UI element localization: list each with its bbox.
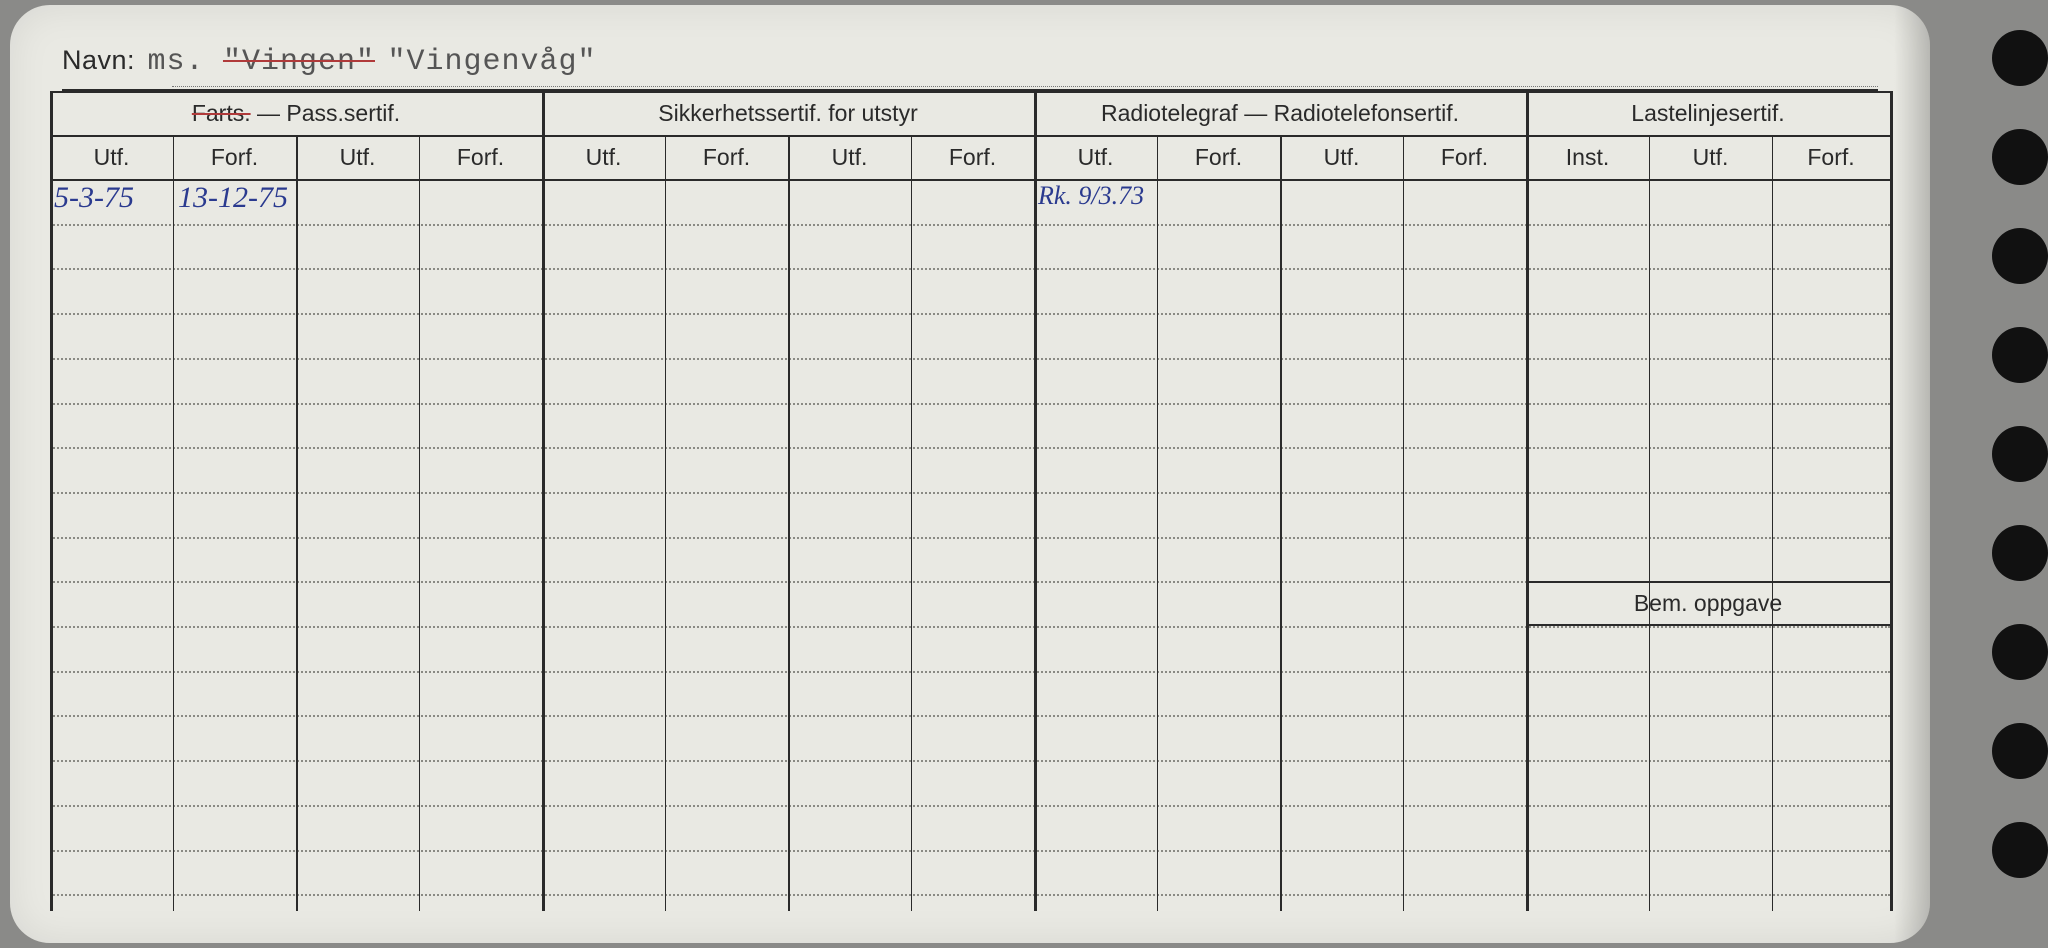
group-header-pass-rest: — Pass.sertif. bbox=[251, 100, 401, 126]
subhead: Utf. bbox=[1034, 135, 1157, 179]
grid-body-row bbox=[50, 850, 1890, 852]
name-row: Navn: ms. "Vingen" "Vingenvåg" bbox=[62, 45, 1878, 91]
name-prefix: ms. bbox=[148, 45, 205, 79]
binder-hole bbox=[1992, 822, 2048, 878]
grid-vline bbox=[542, 91, 545, 911]
entry-pass-utf: 5-3-75 bbox=[54, 181, 134, 215]
binder-hole bbox=[1992, 327, 2048, 383]
grid-body-row bbox=[50, 447, 1890, 449]
subhead: Utf. bbox=[1649, 135, 1772, 179]
group-header-pass: Farts. — Pass.sertif. bbox=[50, 91, 542, 135]
grid-vline bbox=[665, 135, 666, 911]
sub-header-row: Utf. Forf. Utf. Forf. Utf. Forf. Utf. Fo… bbox=[50, 135, 1890, 179]
page-right-shadow bbox=[1894, 5, 1930, 943]
binder-hole bbox=[1992, 228, 2048, 284]
grid-vline bbox=[1280, 135, 1282, 911]
grid-vline bbox=[50, 91, 53, 911]
subhead: Forf. bbox=[665, 135, 788, 179]
binder-holes bbox=[1960, 0, 2048, 948]
subhead: Forf. bbox=[419, 135, 542, 179]
subhead: Utf. bbox=[1280, 135, 1403, 179]
binder-hole bbox=[1992, 723, 2048, 779]
binder-hole bbox=[1992, 525, 2048, 581]
subhead: Forf. bbox=[173, 135, 296, 179]
grid-vline bbox=[1890, 91, 1893, 911]
grid-vline bbox=[911, 135, 912, 911]
grid-body-row bbox=[50, 403, 1890, 405]
grid-body-row bbox=[50, 268, 1890, 270]
grid-vline bbox=[1526, 91, 1529, 911]
binder-hole bbox=[1992, 426, 2048, 482]
ledger-grid: Farts. — Pass.sertif. Sikkerhetssertif. … bbox=[50, 91, 1890, 911]
name-struck: "Vingen" bbox=[223, 45, 375, 79]
grid-body-row bbox=[50, 626, 1890, 628]
grid-body-row bbox=[50, 537, 1890, 539]
entry-pass-forf: 13-12-75 bbox=[178, 181, 288, 215]
grid-vline bbox=[419, 135, 420, 911]
group-header-pass-struck: Farts. bbox=[192, 100, 251, 126]
subhead: Utf. bbox=[788, 135, 911, 179]
subhead: Forf. bbox=[1403, 135, 1526, 179]
grid-body-row bbox=[50, 313, 1890, 315]
grid-body-row bbox=[50, 715, 1890, 717]
group-header-row: Farts. — Pass.sertif. Sikkerhetssertif. … bbox=[50, 91, 1890, 135]
group-header-radio: Radiotelegraf — Radiotelefonsertif. bbox=[1034, 91, 1526, 135]
grid-body-row bbox=[50, 492, 1890, 494]
grid-body-row bbox=[50, 805, 1890, 807]
subhead: Utf. bbox=[542, 135, 665, 179]
bem-oppgave-label: Bem. oppgave bbox=[1526, 581, 1890, 626]
subhead: Utf. bbox=[296, 135, 419, 179]
grid-body-row bbox=[50, 224, 1890, 226]
grid-vline bbox=[1772, 135, 1773, 911]
grid-body-row bbox=[50, 358, 1890, 360]
grid-vline bbox=[296, 135, 298, 911]
binder-hole bbox=[1992, 30, 2048, 86]
subhead: Utf. bbox=[50, 135, 173, 179]
subhead: Inst. bbox=[1526, 135, 1649, 179]
name-dotted-underline bbox=[172, 86, 1878, 87]
grid-body: 5-3-75 13-12-75 Rk. 9/3.73 bbox=[50, 179, 1890, 911]
grid-vline bbox=[788, 135, 790, 911]
subhead: Forf. bbox=[911, 135, 1034, 179]
group-header-lastelinje: Lastelinjesertif. bbox=[1526, 91, 1890, 135]
grid-vline bbox=[1649, 135, 1650, 911]
grid-vline bbox=[1157, 135, 1158, 911]
grid-vline bbox=[173, 135, 174, 911]
subhead: Forf. bbox=[1157, 135, 1280, 179]
name-label: Navn: bbox=[62, 45, 135, 75]
name-new: "Vingenvåg" bbox=[387, 45, 596, 79]
grid-body-row bbox=[50, 894, 1890, 896]
grid-body-row bbox=[50, 760, 1890, 762]
grid-vline bbox=[1034, 91, 1037, 911]
binder-hole bbox=[1992, 129, 2048, 185]
ledger-card: Navn: ms. "Vingen" "Vingenvåg" Farts. — … bbox=[10, 5, 1930, 943]
entry-radio-utf: Rk. 9/3.73 bbox=[1038, 181, 1144, 211]
grid-body-row bbox=[50, 671, 1890, 673]
subhead: Forf. bbox=[1772, 135, 1890, 179]
group-header-sikkerhet: Sikkerhetssertif. for utstyr bbox=[542, 91, 1034, 135]
binder-hole bbox=[1992, 624, 2048, 680]
grid-vline bbox=[1403, 135, 1404, 911]
